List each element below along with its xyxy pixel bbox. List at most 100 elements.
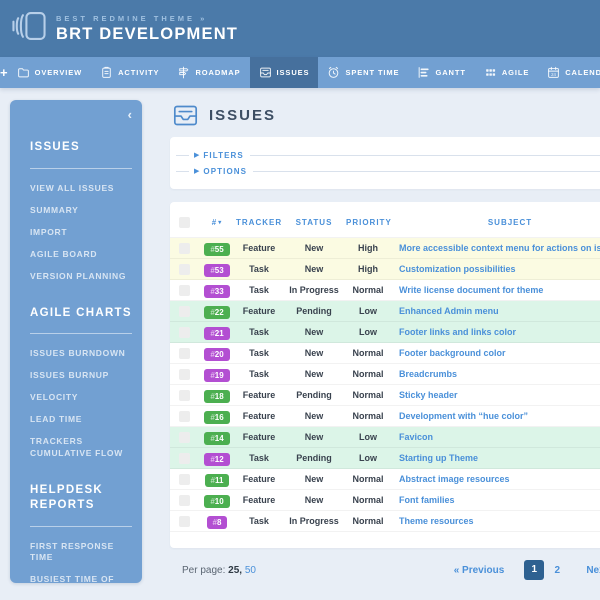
sidebar-item-lead-time[interactable]: LEAD TIME <box>30 414 83 425</box>
column-header-tracker[interactable]: TRACKER <box>236 218 283 227</box>
issue-id-badge[interactable]: #22 <box>204 306 230 319</box>
sidebar-item-view-all-issues[interactable]: VIEW ALL ISSUES <box>30 182 115 193</box>
subject-link[interactable]: Starting up Theme <box>399 453 479 463</box>
priority-cell: Low <box>359 327 377 337</box>
row-checkbox[interactable] <box>178 473 190 485</box>
issue-id-badge[interactable]: #14 <box>204 432 230 445</box>
tab-issues[interactable]: ISSUES <box>249 57 319 88</box>
row-checkbox[interactable] <box>178 410 190 422</box>
sidebar-item-summary[interactable]: SUMMARY <box>30 204 79 215</box>
subject-link[interactable]: Font families <box>399 495 455 505</box>
issue-id-badge[interactable]: #19 <box>204 369 230 382</box>
subject-link[interactable]: Footer background color <box>399 348 506 358</box>
sidebar-item-issues-burndown[interactable]: ISSUES BURNDOWN <box>30 348 126 359</box>
tab-activity[interactable]: ACTIVITY <box>91 57 168 88</box>
subject-link[interactable]: Footer links and links color <box>399 327 517 337</box>
issue-id-badge[interactable]: #11 <box>204 474 230 487</box>
column-header-id[interactable]: #▾ <box>211 218 223 227</box>
subject-link[interactable]: Sticky header <box>399 390 458 400</box>
sidebar-item-trackers-cumulative-flow[interactable]: TRACKERS CUMULATIVE FLOW <box>30 436 123 458</box>
per-page-option-50[interactable]: 50 <box>244 564 256 576</box>
tab-gantt[interactable]: GANTT <box>408 57 474 88</box>
tab-calendar[interactable]: 24 CALENDAR <box>538 57 600 88</box>
subject-link[interactable]: Breadcrumbs <box>399 369 458 379</box>
row-checkbox[interactable] <box>178 431 190 443</box>
row-checkbox[interactable] <box>178 242 190 254</box>
issue-row-53: #53 Task New High Customization possibilitie… <box>170 259 600 280</box>
pagination: « Previous 12 Next <box>454 559 600 581</box>
tab-label: ISSUES <box>276 68 310 77</box>
row-checkbox[interactable] <box>178 452 190 464</box>
issue-id-badge[interactable]: #10 <box>204 495 230 508</box>
subject-link[interactable]: More accessible context menu for actions… <box>399 243 600 253</box>
sidebar-item-import[interactable]: IMPORT <box>30 226 68 237</box>
subject-link[interactable]: Development with “hue color” <box>399 411 529 421</box>
priority-cell: Normal <box>352 411 384 421</box>
issue-id-badge[interactable]: #12 <box>204 453 230 466</box>
issue-id-badge[interactable]: #18 <box>204 390 230 403</box>
row-checkbox[interactable] <box>178 263 190 275</box>
subject-link[interactable]: Abstract image resources <box>399 474 510 484</box>
subject-link[interactable]: Enhanced Admin menu <box>399 306 499 316</box>
filters-label: FILTERS <box>203 150 244 160</box>
priority-cell: High <box>358 243 378 253</box>
previous-page-link[interactable]: « Previous <box>453 564 505 576</box>
status-cell: Pending <box>296 306 332 316</box>
row-checkbox[interactable] <box>178 347 190 359</box>
row-checkbox[interactable] <box>178 284 190 296</box>
page-link-1[interactable]: 1 <box>524 560 545 580</box>
select-all-checkbox[interactable] <box>178 217 190 228</box>
row-checkbox[interactable] <box>178 305 190 317</box>
tracker-cell: Task <box>249 369 269 379</box>
tracker-cell: Task <box>249 264 269 274</box>
tab-roadmap[interactable]: ROADMAP <box>168 57 249 88</box>
issue-id-badge[interactable]: #16 <box>204 411 230 424</box>
sidebar-item-busiest-time-of-day[interactable]: BUSIEST TIME OF DAY <box>30 573 115 583</box>
column-header-priority[interactable]: PRIORITY <box>346 218 392 227</box>
tab-agile[interactable]: AGILE <box>475 57 538 88</box>
per-page-label: Per page: <box>182 564 226 576</box>
per-page-current: 25 <box>228 564 240 576</box>
page-title-text: ISSUES <box>209 106 277 124</box>
tab-spent-time[interactable]: SPENT TIME <box>318 57 408 88</box>
sidebar-section-title-helpdesk-reports: HELPDESK REPORTS <box>30 483 104 512</box>
issue-row-12: #12 Task Pending Low Starting up Theme <box>170 448 600 469</box>
sidebar-item-first-response-time[interactable]: FIRST RESPONSE TIME <box>30 540 114 562</box>
column-header-status[interactable]: STATUS <box>295 218 333 227</box>
issue-id-badge[interactable]: #21 <box>204 327 230 340</box>
sidebar-item-version-planning[interactable]: VERSION PLANNING <box>30 270 127 281</box>
column-header-subject[interactable]: SUBJECT <box>487 218 533 227</box>
expand-arrow-icon: ▶ <box>194 151 200 159</box>
issue-id-badge[interactable]: #55 <box>204 243 230 256</box>
app-logo[interactable]: BEST REDMINE THEME » BRT DEVELOPMENT <box>0 7 238 50</box>
issue-row-55: #55 Feature New High More accessible context… <box>170 238 600 259</box>
issue-id-badge[interactable]: #33 <box>204 285 230 298</box>
next-page-link[interactable]: Next <box>586 564 600 576</box>
priority-cell: Normal <box>352 474 384 484</box>
row-checkbox[interactable] <box>178 515 190 527</box>
row-checkbox[interactable] <box>178 494 190 506</box>
row-checkbox[interactable] <box>178 326 190 338</box>
row-checkbox[interactable] <box>178 368 190 380</box>
subject-link[interactable]: Theme resources <box>399 516 474 526</box>
issue-id-badge[interactable]: #8 <box>206 516 228 529</box>
sidebar-item-agile-board[interactable]: AGILE BOARD <box>30 248 98 259</box>
issue-id-badge[interactable]: #53 <box>204 264 230 277</box>
filters-toggle[interactable]: ▶ FILTERS <box>176 147 600 163</box>
subject-link[interactable]: Customization possibilities <box>399 264 516 274</box>
issue-id-badge[interactable]: #20 <box>204 348 230 361</box>
priority-cell: Normal <box>352 348 384 358</box>
tab-overview[interactable]: OVERVIEW <box>8 57 92 88</box>
subject-link[interactable]: Favicon <box>399 432 434 442</box>
page-link-2[interactable]: 2 <box>554 564 561 576</box>
row-checkbox[interactable] <box>178 389 190 401</box>
issue-row-11: #11 Feature New Normal Abstract image resour… <box>170 469 600 490</box>
plus-icon[interactable]: + <box>0 65 8 80</box>
priority-cell: Normal <box>352 285 384 295</box>
options-toggle[interactable]: ▶ OPTIONS <box>176 163 600 179</box>
issue-row-33: #33 Task In Progress Normal Write license do… <box>170 280 600 301</box>
collapse-sidebar-icon[interactable]: ‹ <box>127 107 132 122</box>
sidebar-item-velocity[interactable]: VELOCITY <box>30 392 79 403</box>
sidebar-item-issues-burnup[interactable]: ISSUES BURNUP <box>30 370 110 381</box>
subject-link[interactable]: Write license document for theme <box>399 285 544 295</box>
